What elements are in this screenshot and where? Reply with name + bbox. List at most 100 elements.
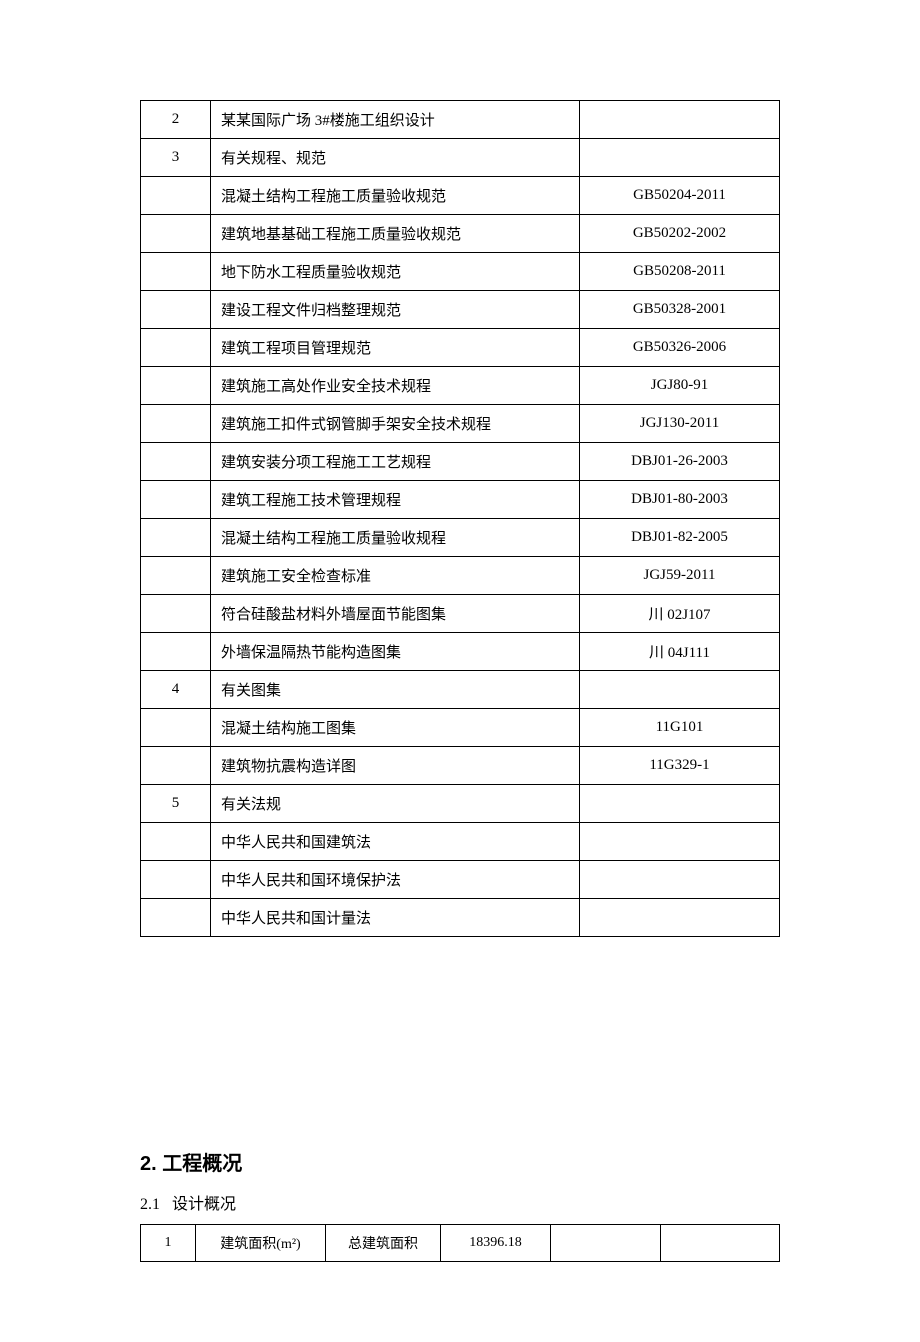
cell-label: 建筑面积(m²)	[196, 1225, 326, 1262]
cell-empty	[551, 1225, 661, 1262]
cell-index	[141, 899, 211, 937]
cell-name: 建筑施工高处作业安全技术规程	[211, 367, 580, 405]
section-heading: 2. 工程概况	[140, 1147, 780, 1176]
cell-name: 建筑施工安全检查标准	[211, 557, 580, 595]
table-row: 符合硅酸盐材料外墙屋面节能图集川 02J107	[141, 595, 780, 633]
cell-code: GB50328-2001	[580, 291, 780, 329]
table-row: 混凝土结构工程施工质量验收规范GB50204-2011	[141, 177, 780, 215]
cell-index	[141, 861, 211, 899]
cell-code: GB50208-2011	[580, 253, 780, 291]
cell-index	[141, 329, 211, 367]
cell-index	[141, 405, 211, 443]
cell-index	[141, 177, 211, 215]
subsection-heading: 2.1 设计概况	[140, 1190, 780, 1214]
table-row: 建筑工程施工技术管理规程DBJ01-80-2003	[141, 481, 780, 519]
table-row: 混凝土结构施工图集11G101	[141, 709, 780, 747]
cell-code: GB50204-2011	[580, 177, 780, 215]
cell-index	[141, 823, 211, 861]
cell-code	[580, 899, 780, 937]
cell-name: 有关法规	[211, 785, 580, 823]
table-row: 中华人民共和国建筑法	[141, 823, 780, 861]
cell-code: DBJ01-82-2005	[580, 519, 780, 557]
cell-code: 11G329-1	[580, 747, 780, 785]
cell-code: JGJ59-2011	[580, 557, 780, 595]
cell-index: 1	[141, 1225, 196, 1262]
cell-name: 混凝土结构工程施工质量验收规程	[211, 519, 580, 557]
cell-code: 川 04J111	[580, 633, 780, 671]
table-row: 中华人民共和国环境保护法	[141, 861, 780, 899]
cell-index	[141, 291, 211, 329]
table-row: 中华人民共和国计量法	[141, 899, 780, 937]
cell-name: 外墙保温隔热节能构造图集	[211, 633, 580, 671]
cell-index	[141, 443, 211, 481]
cell-index	[141, 215, 211, 253]
cell-name: 有关规程、规范	[211, 139, 580, 177]
cell-code: GB50202-2002	[580, 215, 780, 253]
cell-name: 建筑工程项目管理规范	[211, 329, 580, 367]
table-row: 建筑物抗震构造详图11G329-1	[141, 747, 780, 785]
table-row: 混凝土结构工程施工质量验收规程DBJ01-82-2005	[141, 519, 780, 557]
cell-code: JGJ80-91	[580, 367, 780, 405]
cell-name: 有关图集	[211, 671, 580, 709]
table-row: 3有关规程、规范	[141, 139, 780, 177]
cell-index	[141, 747, 211, 785]
cell-name: 某某国际广场 3#楼施工组织设计	[211, 101, 580, 139]
table-row: 5有关法规	[141, 785, 780, 823]
table-row: 建筑施工安全检查标准JGJ59-2011	[141, 557, 780, 595]
table-row: 建筑施工扣件式钢管脚手架安全技术规程JGJ130-2011	[141, 405, 780, 443]
table-row: 外墙保温隔热节能构造图集川 04J111	[141, 633, 780, 671]
cell-code: JGJ130-2011	[580, 405, 780, 443]
standards-table: 2某某国际广场 3#楼施工组织设计3有关规程、规范混凝土结构工程施工质量验收规范…	[140, 100, 780, 937]
table-row: 建筑安装分项工程施工工艺规程DBJ01-26-2003	[141, 443, 780, 481]
table-row: 建设工程文件归档整理规范GB50328-2001	[141, 291, 780, 329]
cell-name: 混凝土结构施工图集	[211, 709, 580, 747]
cell-code: DBJ01-80-2003	[580, 481, 780, 519]
table-row: 建筑施工高处作业安全技术规程JGJ80-91	[141, 367, 780, 405]
cell-code	[580, 823, 780, 861]
cell-name: 符合硅酸盐材料外墙屋面节能图集	[211, 595, 580, 633]
cell-index	[141, 367, 211, 405]
cell-index	[141, 253, 211, 291]
cell-name: 中华人民共和国建筑法	[211, 823, 580, 861]
cell-index	[141, 481, 211, 519]
cell-index	[141, 519, 211, 557]
cell-index	[141, 709, 211, 747]
cell-name: 中华人民共和国环境保护法	[211, 861, 580, 899]
cell-name: 建设工程文件归档整理规范	[211, 291, 580, 329]
cell-name: 建筑地基基础工程施工质量验收规范	[211, 215, 580, 253]
cell-empty	[661, 1225, 780, 1262]
table-row: 建筑工程项目管理规范GB50326-2006	[141, 329, 780, 367]
cell-index: 5	[141, 785, 211, 823]
cell-name: 建筑施工扣件式钢管脚手架安全技术规程	[211, 405, 580, 443]
subsection-number: 2.1	[140, 1196, 160, 1213]
cell-name: 建筑物抗震构造详图	[211, 747, 580, 785]
subsection-title: 设计概况	[172, 1196, 236, 1213]
design-overview-table: 1 建筑面积(m²) 总建筑面积 18396.18	[140, 1224, 780, 1262]
table-row: 1 建筑面积(m²) 总建筑面积 18396.18	[141, 1225, 780, 1262]
cell-index: 3	[141, 139, 211, 177]
cell-code: GB50326-2006	[580, 329, 780, 367]
cell-code	[580, 861, 780, 899]
cell-code: 11G101	[580, 709, 780, 747]
cell-index: 4	[141, 671, 211, 709]
cell-index	[141, 595, 211, 633]
table-row: 地下防水工程质量验收规范GB50208-2011	[141, 253, 780, 291]
cell-value: 18396.18	[441, 1225, 551, 1262]
cell-code: 川 02J107	[580, 595, 780, 633]
cell-index: 2	[141, 101, 211, 139]
cell-sublabel: 总建筑面积	[326, 1225, 441, 1262]
cell-code	[580, 785, 780, 823]
cell-name: 中华人民共和国计量法	[211, 899, 580, 937]
cell-code	[580, 671, 780, 709]
table-row: 2某某国际广场 3#楼施工组织设计	[141, 101, 780, 139]
cell-code: DBJ01-26-2003	[580, 443, 780, 481]
cell-name: 建筑工程施工技术管理规程	[211, 481, 580, 519]
table-row: 4有关图集	[141, 671, 780, 709]
cell-index	[141, 633, 211, 671]
cell-code	[580, 139, 780, 177]
cell-name: 建筑安装分项工程施工工艺规程	[211, 443, 580, 481]
cell-index	[141, 557, 211, 595]
cell-name: 混凝土结构工程施工质量验收规范	[211, 177, 580, 215]
table-row: 建筑地基基础工程施工质量验收规范GB50202-2002	[141, 215, 780, 253]
cell-name: 地下防水工程质量验收规范	[211, 253, 580, 291]
